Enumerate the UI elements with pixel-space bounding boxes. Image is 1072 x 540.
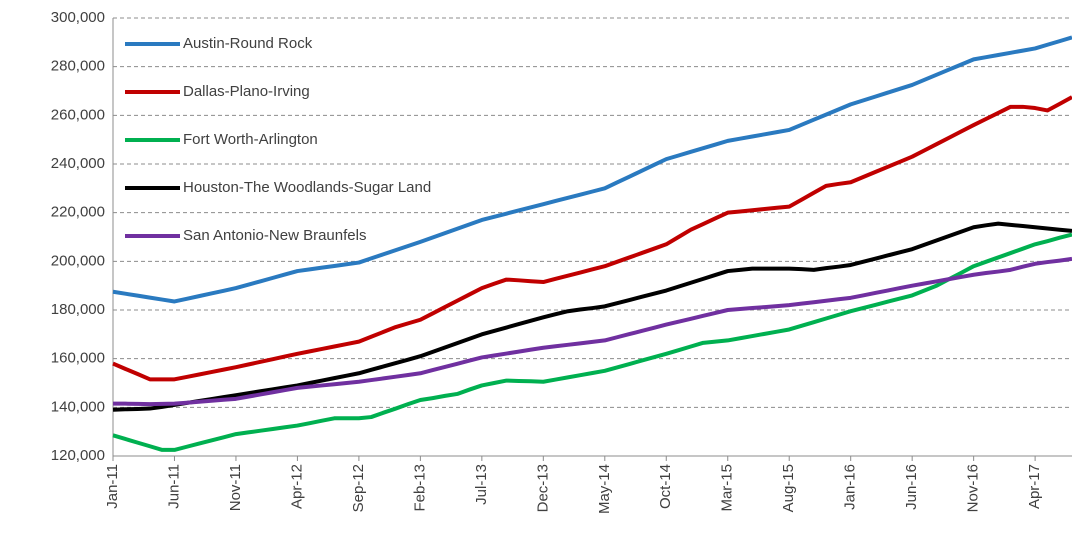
x-tick-label: Nov-16 (965, 464, 982, 512)
legend-backdrop (181, 129, 355, 151)
x-tick-label: Mar-15 (719, 464, 736, 512)
y-tick-label: 140,000 (51, 398, 105, 415)
x-tick-label: Aug-15 (780, 464, 797, 512)
x-tick-label: Nov-11 (227, 464, 244, 511)
x-tick-label: Feb-13 (411, 464, 428, 512)
legend-backdrop (181, 225, 396, 247)
y-tick-label: 200,000 (51, 252, 105, 269)
x-tick-label: May-14 (596, 464, 613, 514)
y-tick-label: 220,000 (51, 204, 105, 221)
legend-label: San Antonio-New Braunfels (183, 227, 366, 244)
x-tick-label: Jan-11 (104, 464, 121, 509)
x-tick-label: Jun-16 (903, 464, 920, 510)
x-tick-label: Jun-11 (165, 464, 182, 509)
y-tick-label: 240,000 (51, 155, 105, 172)
x-tick-label: Oct-14 (657, 464, 674, 509)
series-line (112, 95, 1072, 382)
y-tick-label: 120,000 (51, 447, 105, 464)
y-tick-label: 160,000 (51, 350, 105, 367)
x-tick-label: Jan-16 (842, 464, 859, 510)
series-line (113, 256, 1072, 407)
legend-label: Houston-The Woodlands-Sugar Land (183, 179, 431, 196)
legend-backdrop (181, 33, 331, 55)
series-line (112, 221, 1072, 412)
y-tick-label: 180,000 (51, 301, 105, 318)
x-tick-label: Dec-13 (534, 464, 551, 512)
x-tick-label: Apr-12 (288, 464, 305, 509)
series-line (112, 35, 1072, 304)
legend-label: Dallas-Plano-Irving (183, 83, 310, 100)
y-tick-label: 300,000 (51, 9, 105, 26)
legend-backdrop (181, 177, 454, 199)
legend-label: Fort Worth-Arlington (183, 131, 318, 148)
x-tick-label: Apr-17 (1026, 464, 1043, 509)
x-tick-label: Jul-13 (473, 464, 490, 505)
legend-backdrop (181, 81, 347, 103)
y-tick-label: 280,000 (51, 58, 105, 75)
y-tick-label: 260,000 (51, 106, 105, 123)
legend-label: Austin-Round Rock (183, 35, 313, 52)
x-tick-label: Sep-12 (350, 464, 367, 512)
series-line (112, 232, 1072, 452)
